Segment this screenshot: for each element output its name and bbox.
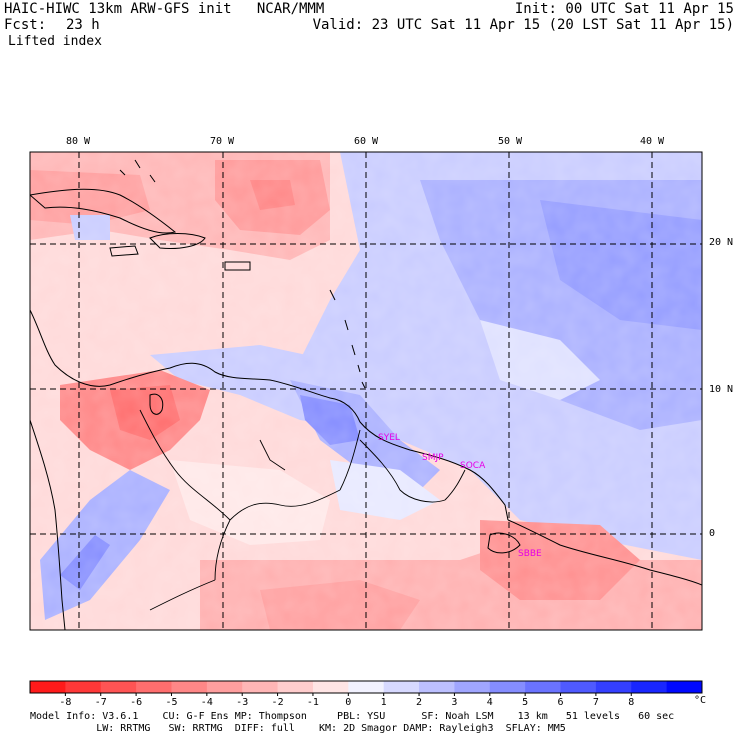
colorbar-swatch (65, 681, 102, 693)
colorbar-swatch (100, 681, 137, 693)
colorbar-swatch (666, 681, 703, 693)
colorbar-tick-label: -7 (94, 697, 107, 708)
colorbar-tick-label: -8 (59, 697, 72, 708)
longitude-label: 60 W (354, 136, 379, 147)
longitude-label: 70 W (210, 136, 235, 147)
colorbar-swatch (419, 681, 455, 693)
longitude-label: 80 W (66, 136, 91, 147)
colorbar-tick-label: 6 (557, 697, 564, 708)
forecast-hour: 23 h (66, 17, 100, 33)
colorbar-swatch (312, 681, 349, 693)
coastlines (30, 159, 702, 630)
longitude-label: 40 W (640, 136, 665, 147)
colorbar-swatch (454, 681, 491, 693)
forecast-label: Fcst: (4, 17, 47, 33)
colorbar-tick-label: -6 (130, 697, 143, 708)
longitude-label: 50 W (498, 136, 523, 147)
colorbar-swatch (206, 681, 243, 693)
colorbar-swatch (631, 681, 668, 693)
colorbar-tick-label: -4 (200, 697, 213, 708)
colorbar-tick-label: -3 (236, 697, 249, 708)
latitude-label: 10 N (709, 384, 734, 395)
valid-time: Valid: 23 UTC Sat 11 Apr 15 (20 LST Sat … (312, 17, 734, 33)
lifted-index-field (30, 152, 702, 630)
model-info-line2: LW: RRTMG SW: RRTMG DIFF: full KM: 2D Sm… (30, 723, 566, 734)
init-time: Init: 00 UTC Sat 11 Apr 15 (514, 1, 734, 17)
colorbar-swatch (171, 681, 208, 693)
colorbar-swatch (30, 681, 66, 693)
colorbar-tick-label: 1 (380, 697, 387, 708)
latitude-label: 0 (709, 528, 716, 539)
colorbar-tick-label: 7 (592, 697, 599, 708)
colorbar (29, 680, 703, 696)
station-label: SBBE (518, 549, 542, 559)
colorbar-swatch (348, 681, 385, 693)
colorbar-swatch (525, 681, 562, 693)
country-borders (139, 409, 466, 611)
colorbar-swatch (136, 681, 172, 693)
colorbar-swatch (489, 681, 526, 693)
colorbar-swatch (242, 681, 279, 693)
colorbar-swatch (383, 681, 420, 693)
colorbar-tick-label: 0 (345, 697, 352, 708)
station-label: SMJP (422, 453, 444, 463)
map-frame (29, 151, 703, 631)
colorbar-tick-label: 8 (628, 697, 635, 708)
colorbar-tick-label: -1 (306, 697, 319, 708)
colorbar-swatch (560, 681, 597, 693)
colorbar-tick-label: 2 (416, 697, 423, 708)
latitude-label: 20 N (709, 237, 734, 248)
colorbar-frame (29, 680, 703, 694)
run-title: HAIC-HIWC 13km ARW-GFS init NCAR/MMM (4, 1, 325, 17)
colorbar-tick-label: 4 (486, 697, 493, 708)
model-info-line1: Model Info: V3.6.1 CU: G-F Ens MP: Thomp… (30, 711, 675, 722)
colorbar-tick-label: 3 (451, 697, 458, 708)
colorbar-unit: °C (694, 695, 707, 706)
station-label: SYEL (378, 433, 400, 443)
graticule (30, 152, 702, 630)
field-name: Lifted index (8, 34, 102, 49)
colorbar-swatch (277, 681, 314, 693)
colorbar-tick-label: -2 (271, 697, 284, 708)
colorbar-swatch (595, 681, 632, 693)
colorbar-tick-label: 5 (522, 697, 529, 708)
station-label: SOCA (460, 461, 486, 471)
colorbar-tick-label: -5 (165, 697, 178, 708)
